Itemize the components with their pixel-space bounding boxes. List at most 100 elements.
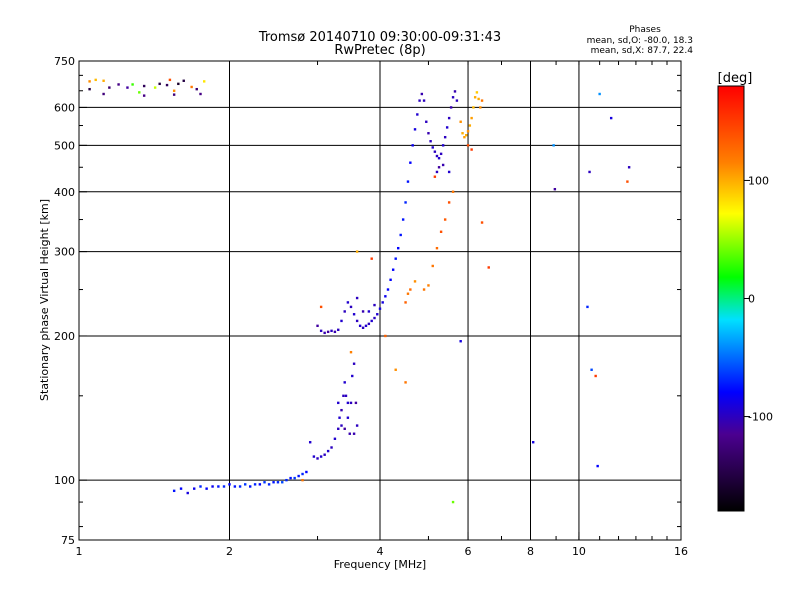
data-point: [409, 288, 412, 291]
data-point: [355, 296, 359, 300]
y-tick-label: 600: [54, 101, 75, 114]
data-point: [193, 487, 196, 490]
data-point: [343, 427, 346, 431]
data-point: [433, 175, 437, 178]
data-point: [588, 170, 591, 174]
data-point: [418, 99, 421, 102]
data-point: [244, 483, 247, 486]
colorbar-tick-label: 0: [748, 293, 755, 306]
x-tick-label: 6: [465, 545, 472, 558]
data-point: [354, 401, 358, 405]
data-point: [475, 91, 479, 94]
data-point: [425, 120, 428, 123]
data-point: [447, 116, 451, 120]
data-point: [355, 250, 359, 253]
data-point: [297, 474, 300, 478]
data-point: [376, 313, 379, 316]
data-point: [316, 457, 319, 460]
data-point: [179, 487, 183, 490]
data-point: [416, 113, 419, 116]
data-point: [389, 278, 392, 281]
data-point: [609, 116, 613, 120]
data-point: [367, 310, 371, 313]
data-point: [195, 87, 198, 91]
data-point: [443, 218, 447, 221]
y-axis-label: Stationary phase Virtual Height [km]: [38, 199, 51, 401]
data-point: [404, 381, 407, 384]
data-point: [186, 491, 189, 495]
data-point: [358, 324, 362, 328]
data-point: [404, 201, 407, 204]
data-point: [308, 441, 312, 444]
data-point: [108, 86, 111, 89]
data-point: [337, 401, 340, 405]
data-point: [168, 78, 172, 82]
data-point: [431, 146, 434, 149]
data-point: [337, 427, 340, 431]
data-point: [626, 180, 629, 183]
data-point: [131, 83, 134, 86]
x-tick-label: 8: [527, 545, 534, 558]
data-point: [281, 481, 284, 484]
data-point: [435, 246, 439, 250]
data-point: [217, 485, 220, 488]
colorbar-ticks: 100 0 -100: [744, 174, 773, 424]
data-point: [319, 329, 323, 333]
data-point: [352, 313, 356, 316]
data-point: [352, 432, 356, 435]
grid-lines: [79, 61, 681, 540]
data-point: [439, 230, 443, 233]
data-point: [447, 170, 451, 174]
data-point: [473, 96, 477, 99]
data-points: [88, 78, 631, 504]
data-point: [373, 316, 376, 320]
data-point: [323, 453, 326, 456]
data-point: [142, 84, 146, 88]
stats-heading: Phases: [629, 25, 661, 35]
data-point: [404, 301, 407, 304]
data-point: [352, 362, 356, 365]
data-point: [330, 329, 333, 333]
x-tick-label: 1: [76, 545, 83, 558]
data-point: [248, 485, 252, 488]
data-point: [349, 350, 353, 354]
data-point: [413, 128, 417, 131]
y-tick-label: 75: [61, 534, 75, 547]
data-point: [447, 201, 451, 204]
data-point: [443, 135, 447, 139]
data-point: [305, 470, 308, 474]
data-point: [459, 120, 462, 123]
data-point: [378, 307, 382, 310]
data-point: [459, 340, 462, 343]
colorbar-tick-label: 100: [748, 174, 769, 187]
data-point: [427, 284, 430, 287]
data-point: [409, 161, 412, 164]
data-point: [258, 483, 262, 486]
data-point: [453, 90, 457, 93]
data-point: [126, 86, 129, 89]
data-point: [199, 485, 202, 488]
data-point: [431, 264, 434, 268]
data-point: [466, 144, 470, 147]
data-point: [330, 446, 333, 449]
data-point: [333, 437, 337, 440]
data-point: [343, 381, 346, 384]
data-point: [301, 478, 304, 482]
data-point: [394, 257, 397, 260]
data-point: [451, 190, 455, 193]
data-point: [117, 83, 120, 86]
data-point: [361, 326, 365, 330]
data-point: [342, 394, 345, 398]
data-point: [627, 166, 631, 169]
data-point: [238, 485, 242, 488]
y-axis-ticks: 75 100 200 300 400 500 600 750: [54, 55, 681, 547]
data-point: [586, 305, 589, 309]
data-point: [158, 82, 161, 86]
data-point: [172, 93, 176, 96]
data-point: [343, 310, 346, 313]
data-point: [177, 82, 180, 86]
data-point: [88, 87, 91, 91]
data-point: [301, 472, 304, 476]
data-point: [165, 83, 169, 87]
